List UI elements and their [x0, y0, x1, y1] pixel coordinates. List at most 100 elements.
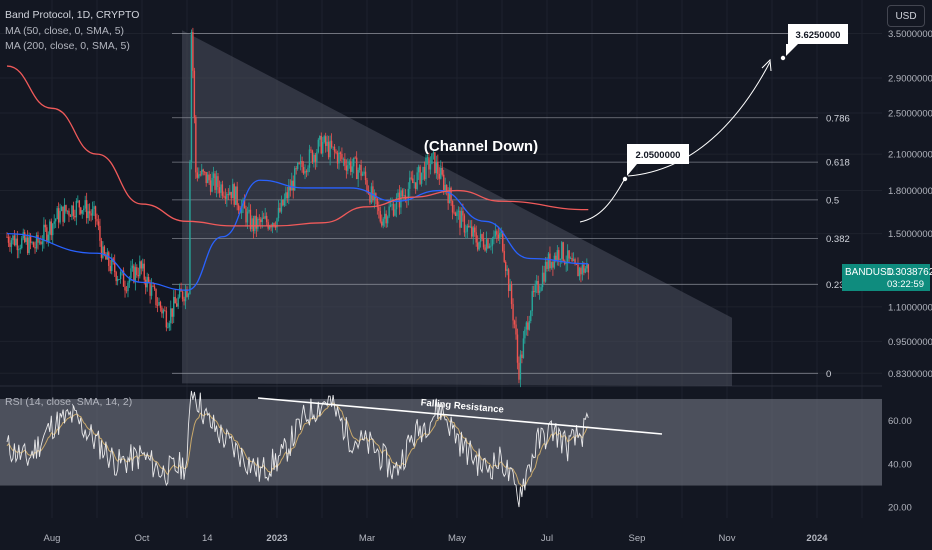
falling-resistance-line[interactable] [257, 397, 663, 435]
candle [15, 238, 17, 246]
candle [305, 170, 308, 173]
candle [204, 171, 206, 173]
candle [344, 158, 346, 166]
candle [447, 191, 449, 204]
candle [52, 223, 54, 236]
candle [159, 302, 162, 308]
candle [41, 241, 44, 245]
candle [40, 241, 42, 245]
candle [329, 140, 331, 158]
candle [487, 239, 489, 249]
candle [510, 284, 513, 305]
candle [422, 166, 424, 173]
candle [170, 308, 172, 324]
candle [547, 253, 550, 269]
candle [251, 218, 253, 230]
candle [569, 258, 572, 259]
ma50-line[interactable] [6, 179, 589, 291]
projection-arrow-2[interactable] [627, 61, 771, 177]
candle [209, 180, 212, 192]
candle [245, 208, 247, 223]
ma200-line[interactable] [6, 65, 589, 227]
candle [62, 206, 64, 222]
candle [288, 186, 290, 199]
target-point-1[interactable] [622, 176, 628, 182]
candle [139, 261, 141, 277]
price-tag-symbol: BANDUSD [845, 267, 894, 278]
candle [147, 277, 150, 283]
candle [581, 264, 584, 275]
candle [543, 272, 545, 282]
price-tick-label: 1.5000000 [888, 229, 932, 240]
ma50-legend[interactable]: MA (50, close, 0, SMA, 5) [5, 25, 125, 37]
candle [50, 221, 52, 236]
candle [538, 290, 541, 293]
candle [578, 268, 581, 277]
candle [584, 268, 587, 273]
candle [215, 176, 218, 190]
candle [494, 231, 497, 237]
candle [440, 167, 442, 179]
candle [206, 174, 209, 183]
candle [419, 166, 421, 184]
candle [342, 158, 345, 160]
rsi-band [0, 398, 882, 486]
candle [100, 240, 103, 258]
candle [556, 250, 559, 260]
candle [535, 280, 538, 285]
candle [158, 302, 160, 306]
candle [410, 177, 412, 179]
candle [279, 207, 281, 212]
candle [208, 174, 210, 181]
currency-button[interactable]: USD [887, 5, 925, 27]
candle [268, 226, 271, 229]
candle [509, 284, 511, 291]
ma200-legend[interactable]: MA (200, close, 0, SMA, 5) [5, 40, 130, 52]
candle [53, 221, 55, 224]
candle [153, 286, 156, 289]
target-2-label: 3.6250000 [796, 30, 841, 41]
channel-down-shape[interactable] [182, 30, 732, 387]
candle [217, 176, 219, 188]
time-tick-label: 2024 [806, 533, 828, 544]
candle [389, 205, 392, 207]
candle [366, 180, 368, 191]
candle [478, 241, 480, 250]
candle [338, 152, 340, 164]
candle [175, 303, 178, 307]
candle [541, 272, 544, 288]
candle [28, 236, 30, 254]
candle [122, 270, 125, 287]
candle [454, 213, 457, 216]
target-point-2[interactable] [780, 55, 786, 61]
candle [212, 173, 215, 178]
candle [361, 173, 364, 176]
target-callout-1[interactable] [627, 144, 689, 176]
candle [83, 208, 85, 211]
time-axis[interactable] [0, 518, 932, 550]
candle [540, 287, 542, 291]
candle [512, 304, 514, 321]
price-tick-label: 0.9500000 [888, 337, 932, 348]
candle [155, 288, 157, 306]
rsi-ma-line[interactable] [6, 402, 589, 488]
candle [294, 168, 296, 191]
candle [386, 216, 389, 224]
candle [425, 157, 427, 180]
candle [562, 242, 564, 261]
candle [298, 162, 300, 164]
candle [128, 278, 131, 283]
rsi-line[interactable] [6, 390, 589, 508]
candle [313, 154, 315, 163]
candle [258, 218, 260, 220]
candle [516, 334, 519, 363]
projection-arrow-1[interactable] [579, 179, 625, 223]
price-tick-label: 2.5000000 [888, 108, 932, 119]
candle [130, 268, 132, 279]
candle [183, 298, 185, 302]
rsi-legend[interactable]: RSI (14, close, SMA, 14, 2) [5, 396, 133, 408]
target-callout-2[interactable] [786, 24, 848, 56]
candle [16, 238, 19, 251]
candle [173, 296, 175, 317]
